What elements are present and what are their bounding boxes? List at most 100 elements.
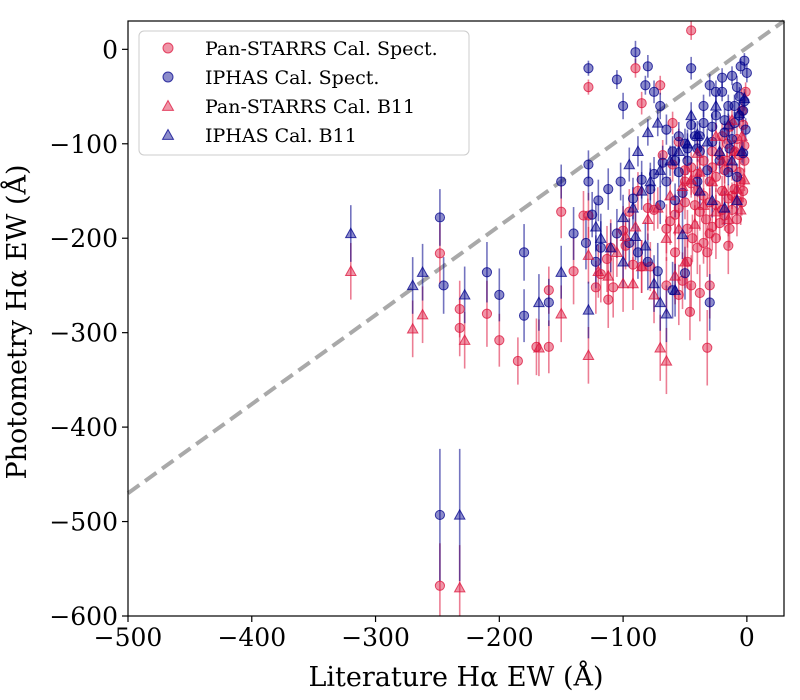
data-point: [582, 349, 595, 360]
data-point: [709, 129, 722, 141]
data-point: [543, 297, 554, 308]
data-point: [661, 176, 672, 187]
data-point: [594, 231, 607, 243]
data-point: [651, 201, 664, 213]
data-point: [660, 231, 673, 243]
data-point: [453, 508, 466, 520]
data-point: [673, 131, 684, 142]
data-point: [590, 282, 601, 293]
data-point: [698, 100, 709, 112]
x-axis-title: Literature Hα EW (Å): [308, 660, 603, 693]
data-point: [730, 182, 744, 194]
data-point: [735, 145, 748, 156]
data-point: [724, 223, 735, 234]
y-tick-label: −500: [49, 508, 118, 537]
data-point: [686, 119, 697, 130]
data-point: [636, 174, 647, 185]
data-point: [543, 341, 554, 352]
data-point: [608, 282, 619, 293]
data-point: [706, 175, 719, 187]
data-point: [635, 260, 648, 272]
data-point: [678, 255, 692, 267]
data-point: [640, 80, 651, 91]
data-point: [669, 269, 682, 281]
data-point: [734, 167, 745, 178]
data-point: [702, 165, 713, 176]
data-point: [669, 283, 682, 295]
data-point: [344, 265, 357, 276]
data-point: [697, 198, 710, 210]
data-point: [694, 287, 705, 299]
data-point: [716, 154, 729, 166]
data-point: [673, 167, 684, 178]
data-point: [704, 280, 715, 291]
data-point: [592, 265, 605, 276]
x-tick-label: −300: [341, 623, 410, 652]
data-point: [458, 333, 471, 345]
data-point: [645, 184, 656, 195]
data-point: [685, 109, 698, 121]
x-axis-ticks: −500 −400 −300 −200 −100 0: [94, 616, 755, 652]
data-point: [556, 206, 567, 217]
x-tick-label: −500: [94, 623, 163, 652]
data-point: [454, 322, 465, 334]
data-point: [660, 354, 673, 366]
data-point: [642, 61, 653, 72]
data-point: [555, 307, 568, 319]
data-point: [639, 239, 652, 251]
data-point: [623, 158, 636, 170]
data-point: [589, 220, 602, 232]
data-point: [713, 145, 726, 156]
data-point: [603, 294, 614, 305]
data-point: [406, 279, 419, 291]
y-tick-label: −100: [49, 130, 118, 159]
data-point: [631, 145, 644, 156]
data-point: [693, 165, 706, 177]
data-point: [603, 184, 614, 195]
data-point: [582, 303, 595, 315]
data-point: [657, 150, 668, 161]
legend-label: IPHAS Cal. Spect.: [205, 67, 379, 89]
data-point: [676, 228, 689, 240]
data-point: [726, 70, 738, 81]
data-point: [688, 217, 701, 229]
data-point: [580, 237, 592, 249]
data-point: [635, 184, 648, 196]
data-point: [518, 247, 530, 258]
data-point: [583, 176, 594, 187]
data-point: [660, 307, 673, 319]
data-point: [512, 355, 523, 367]
data-point: [647, 277, 661, 289]
data-point: [698, 155, 709, 166]
data-point: [611, 74, 623, 85]
data-point: [733, 107, 746, 119]
data-point: [604, 241, 617, 253]
legend-label: IPHAS Cal. B11: [205, 125, 357, 147]
data-point: [532, 341, 545, 353]
data-point: [718, 201, 731, 213]
data-point: [730, 194, 744, 206]
data-point: [741, 67, 752, 79]
data-point: [555, 265, 568, 277]
data-point: [654, 341, 667, 353]
data-point: [717, 72, 728, 83]
data-point: [701, 135, 714, 147]
data-point: [481, 267, 493, 278]
data-point: [651, 116, 664, 128]
data-point: [556, 176, 567, 187]
data-point: [583, 159, 594, 170]
y-tick-label: −600: [49, 602, 118, 631]
data-point: [702, 247, 713, 258]
data-point: [494, 335, 505, 346]
data-point: [679, 268, 691, 279]
data-point: [518, 310, 530, 321]
data-point: [630, 63, 641, 74]
data-point: [626, 277, 640, 289]
data-point: [617, 277, 630, 289]
data-point: [543, 285, 554, 296]
legend-entries: Pan-STARRS Cal. Spect. IPHAS Cal. Spect. P…: [161, 38, 438, 147]
data-point: [568, 228, 579, 239]
plot-frame: [127, 20, 785, 617]
data-point: [706, 194, 719, 206]
